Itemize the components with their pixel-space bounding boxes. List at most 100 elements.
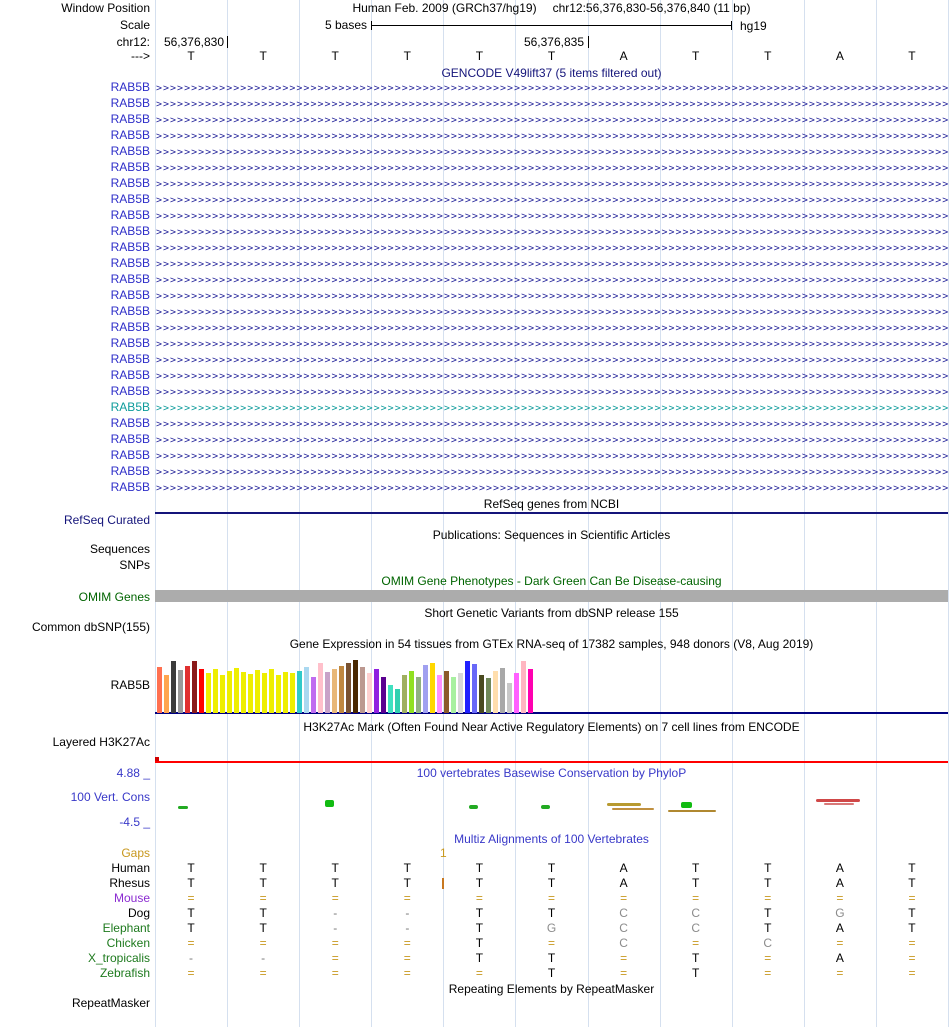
alignment-base[interactable]: T — [547, 906, 556, 920]
gtex-bar[interactable] — [409, 671, 414, 713]
conservation-mark[interactable] — [824, 803, 854, 805]
alignment-base[interactable]: T — [764, 921, 772, 935]
gencode-transcript[interactable]: >>>>>>>>>>>>>>>>>>>>>>>>>>>>>>>>>>>>>>>>… — [156, 83, 948, 94]
alignment-base[interactable]: G — [546, 921, 557, 935]
gencode-transcript[interactable]: >>>>>>>>>>>>>>>>>>>>>>>>>>>>>>>>>>>>>>>>… — [156, 211, 948, 222]
h3k27ac-track-title[interactable]: H3K27Ac Mark (Often Found Near Active Re… — [303, 720, 800, 734]
gtex-bar[interactable] — [206, 673, 211, 713]
gtex-bar[interactable] — [367, 673, 372, 713]
alignment-base[interactable]: = — [620, 966, 628, 980]
gencode-gene-label[interactable]: RAB5B — [110, 128, 150, 142]
gtex-bar[interactable] — [416, 677, 421, 713]
conservation-mark[interactable] — [607, 803, 641, 806]
gencode-transcript[interactable]: >>>>>>>>>>>>>>>>>>>>>>>>>>>>>>>>>>>>>>>>… — [156, 339, 948, 350]
gencode-gene-label[interactable]: RAB5B — [110, 480, 150, 494]
alignment-base[interactable]: = — [620, 951, 628, 965]
alignment-base[interactable]: T — [259, 876, 267, 890]
gtex-bar[interactable] — [213, 669, 218, 713]
alignment-base[interactable]: A — [835, 876, 844, 890]
gtex-bar[interactable] — [178, 670, 183, 713]
alignment-base[interactable]: T — [187, 861, 195, 875]
alignment-base[interactable]: A — [835, 861, 844, 875]
gtex-bar[interactable] — [311, 677, 316, 713]
gencode-gene-label[interactable]: RAB5B — [110, 352, 150, 366]
alignment-base[interactable]: T — [475, 951, 484, 965]
gencode-gene-label[interactable]: RAB5B — [110, 256, 150, 270]
gencode-gene-label[interactable]: RAB5B — [110, 224, 150, 238]
gtex-bar[interactable] — [472, 664, 477, 713]
h3k27ac-signal-line[interactable] — [155, 761, 948, 763]
alignment-base[interactable]: T — [908, 921, 916, 935]
alignment-base[interactable]: = — [475, 966, 483, 980]
gencode-transcript[interactable]: >>>>>>>>>>>>>>>>>>>>>>>>>>>>>>>>>>>>>>>>… — [156, 131, 948, 142]
gtex-bar[interactable] — [220, 675, 225, 713]
alignment-base[interactable]: A — [619, 861, 628, 875]
gtex-bar[interactable] — [297, 671, 302, 713]
gtex-bar[interactable] — [346, 663, 351, 713]
alignment-base[interactable]: = — [908, 951, 916, 965]
gencode-gene-label[interactable]: RAB5B — [110, 320, 150, 334]
gtex-bar[interactable] — [276, 675, 281, 713]
gtex-bar[interactable] — [353, 660, 358, 713]
gencode-transcript[interactable]: >>>>>>>>>>>>>>>>>>>>>>>>>>>>>>>>>>>>>>>>… — [156, 387, 948, 398]
gtex-bar[interactable] — [171, 661, 176, 713]
gtex-bar[interactable] — [486, 678, 491, 713]
gencode-gene-label[interactable]: RAB5B — [110, 432, 150, 446]
alignment-base[interactable]: = — [547, 936, 556, 950]
alignment-base[interactable]: - — [333, 921, 338, 935]
alignment-base[interactable]: = — [836, 936, 844, 950]
conservation-mark[interactable] — [469, 805, 478, 809]
gtex-bar[interactable] — [290, 673, 295, 713]
gtex-bar[interactable] — [199, 669, 204, 713]
conservation-mark[interactable] — [668, 810, 716, 812]
gtex-bar[interactable] — [395, 689, 400, 713]
alignment-base[interactable]: T — [259, 921, 267, 935]
gencode-transcript[interactable]: >>>>>>>>>>>>>>>>>>>>>>>>>>>>>>>>>>>>>>>>… — [156, 451, 948, 462]
gencode-gene-label[interactable]: RAB5B — [110, 272, 150, 286]
alignment-base[interactable]: C — [691, 906, 701, 920]
gencode-gene-label[interactable]: RAB5B — [110, 208, 150, 222]
gencode-transcript[interactable]: >>>>>>>>>>>>>>>>>>>>>>>>>>>>>>>>>>>>>>>>… — [156, 195, 948, 206]
alignment-base[interactable]: = — [475, 891, 483, 905]
gtex-bar[interactable] — [164, 675, 169, 713]
conservation-track-title[interactable]: 100 vertebrates Basewise Conservation by… — [416, 766, 687, 780]
alignment-base[interactable]: T — [475, 861, 484, 875]
gtex-bar[interactable] — [248, 674, 253, 713]
gencode-gene-label[interactable]: RAB5B — [110, 160, 150, 174]
gtex-bar[interactable] — [255, 670, 260, 713]
gencode-transcript[interactable]: >>>>>>>>>>>>>>>>>>>>>>>>>>>>>>>>>>>>>>>>… — [156, 355, 948, 366]
refseq-curated-item[interactable] — [155, 512, 948, 514]
gtex-bar[interactable] — [507, 683, 512, 713]
gtex-bar[interactable] — [234, 668, 239, 713]
alignment-base[interactable]: = — [403, 891, 411, 905]
alignment-base[interactable]: T — [908, 861, 916, 875]
gtex-bar[interactable] — [500, 668, 505, 713]
alignment-base[interactable]: T — [403, 861, 411, 875]
rhesus-insertion-bar[interactable] — [442, 878, 445, 889]
gtex-bar[interactable] — [514, 673, 519, 713]
gtex-bar[interactable] — [493, 671, 498, 713]
gencode-gene-label[interactable]: RAB5B — [110, 240, 150, 254]
gtex-bar[interactable] — [185, 666, 190, 713]
gtex-bar[interactable] — [304, 667, 309, 713]
gtex-bar[interactable] — [402, 675, 407, 713]
alignment-base[interactable]: T — [547, 876, 556, 890]
alignment-base[interactable]: = — [547, 891, 556, 905]
gtex-bar[interactable] — [283, 672, 288, 713]
alignment-base[interactable]: T — [475, 936, 484, 950]
alignment-base[interactable]: T — [764, 861, 772, 875]
alignment-base[interactable]: C — [619, 906, 628, 920]
alignment-base[interactable]: = — [331, 891, 339, 905]
gencode-transcript[interactable]: >>>>>>>>>>>>>>>>>>>>>>>>>>>>>>>>>>>>>>>>… — [156, 419, 948, 430]
gtex-bar[interactable] — [318, 663, 323, 713]
gencode-transcript[interactable]: >>>>>>>>>>>>>>>>>>>>>>>>>>>>>>>>>>>>>>>>… — [156, 403, 948, 414]
multiz-track-title[interactable]: Multiz Alignments of 100 Vertebrates — [454, 832, 649, 846]
gencode-transcript[interactable]: >>>>>>>>>>>>>>>>>>>>>>>>>>>>>>>>>>>>>>>>… — [156, 275, 948, 286]
publications-track-title[interactable]: Publications: Sequences in Scientific Ar… — [432, 528, 671, 542]
alignment-base[interactable]: = — [187, 891, 195, 905]
gencode-transcript[interactable]: >>>>>>>>>>>>>>>>>>>>>>>>>>>>>>>>>>>>>>>>… — [156, 483, 948, 494]
gtex-bar[interactable] — [451, 677, 456, 713]
conservation-mark[interactable] — [178, 806, 188, 809]
conservation-mark[interactable] — [325, 800, 334, 807]
dbsnp-track-title[interactable]: Short Genetic Variants from dbSNP releas… — [424, 606, 679, 620]
